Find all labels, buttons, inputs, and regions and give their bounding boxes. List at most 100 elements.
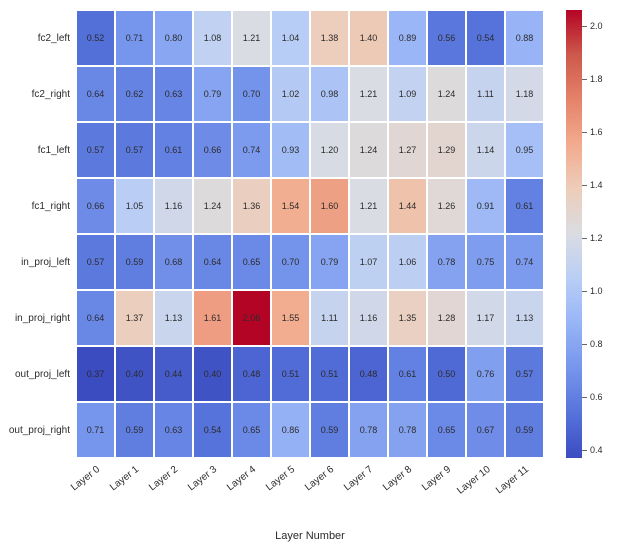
heatmap-cell: 1.44 [388,178,427,234]
heatmap-cell: 1.24 [349,122,388,178]
y-tick-label: fc2_right [0,66,76,122]
heatmap-cell: 0.65 [427,402,466,458]
heatmap-cell: 0.95 [505,122,544,178]
heatmap-cell: 0.79 [310,234,349,290]
heatmap-cell: 1.04 [271,10,310,66]
heatmap-cell: 0.61 [388,346,427,402]
heatmap-cell: 1.11 [310,290,349,346]
heatmap-cell: 0.78 [349,402,388,458]
colorbar-tick-label: 0.6 [590,392,603,402]
x-axis-labels: Layer 0Layer 1Layer 2Layer 3Layer 4Layer… [76,458,544,518]
heatmap-cell: 0.64 [76,66,115,122]
heatmap-cell: 1.07 [349,234,388,290]
x-tick-label: Layer 5 [271,458,310,518]
heatmap-cell: 0.79 [193,66,232,122]
colorbar-gradient [566,10,582,458]
heatmap-cell: 1.13 [154,290,193,346]
heatmap-cell: 0.63 [154,402,193,458]
colorbar-ticks: 0.40.60.81.01.21.41.61.82.0 [590,10,626,458]
heatmap-cell: 0.76 [466,346,505,402]
heatmap-grid: 0.520.710.801.081.211.041.381.400.890.56… [76,10,544,458]
heatmap-cell: 0.61 [505,178,544,234]
heatmap-cell: 1.14 [466,122,505,178]
colorbar-tick-label: 0.4 [590,445,603,455]
heatmap-cell: 1.16 [349,290,388,346]
x-axis-title: Layer Number [76,530,544,542]
heatmap-cell: 1.27 [388,122,427,178]
heatmap-cell: 0.66 [193,122,232,178]
x-tick-label: Layer 6 [310,458,349,518]
heatmap-cell: 0.74 [505,234,544,290]
heatmap-cell: 0.44 [154,346,193,402]
heatmap-cell: 1.28 [427,290,466,346]
x-tick-label: Layer 2 [154,458,193,518]
heatmap-cell: 1.26 [427,178,466,234]
heatmap-cell: 1.20 [310,122,349,178]
heatmap-cell: 0.78 [388,402,427,458]
y-tick-label: out_proj_right [0,402,76,458]
heatmap-cell: 0.65 [232,234,271,290]
heatmap-cell: 1.36 [232,178,271,234]
heatmap-cell: 1.61 [193,290,232,346]
y-axis-labels: fc2_leftfc2_rightfc1_leftfc1_rightin_pro… [0,10,76,458]
heatmap-cell: 0.37 [76,346,115,402]
heatmap-cell: 1.09 [388,66,427,122]
heatmap-cell: 0.48 [232,346,271,402]
heatmap-cell: 1.60 [310,178,349,234]
heatmap-cell: 0.51 [310,346,349,402]
heatmap-cell: 1.08 [193,10,232,66]
heatmap-cell: 1.02 [271,66,310,122]
heatmap-cell: 0.91 [466,178,505,234]
heatmap-cell: 1.17 [466,290,505,346]
heatmap-cell: 1.24 [427,66,466,122]
heatmap-cell: 0.93 [271,122,310,178]
heatmap-cell: 1.40 [349,10,388,66]
heatmap-cell: 1.54 [271,178,310,234]
heatmap-cell: 0.75 [466,234,505,290]
y-tick-label: fc1_left [0,122,76,178]
heatmap-cell: 0.56 [427,10,466,66]
heatmap-cell: 0.61 [154,122,193,178]
heatmap-cell: 1.21 [232,10,271,66]
y-tick-label: in_proj_left [0,234,76,290]
heatmap-cell: 0.78 [427,234,466,290]
colorbar-tick-label: 1.0 [590,286,603,296]
heatmap-cell: 0.54 [466,10,505,66]
heatmap-cell: 0.98 [310,66,349,122]
heatmap-cell: 1.35 [388,290,427,346]
heatmap-cell: 0.64 [193,234,232,290]
heatmap-cell: 0.59 [310,402,349,458]
colorbar-tick-label: 0.8 [590,339,603,349]
colorbar-tick-label: 1.6 [590,127,603,137]
heatmap-cell: 1.11 [466,66,505,122]
heatmap-cell: 0.62 [115,66,154,122]
heatmap-cell: 0.57 [76,122,115,178]
colorbar-tick-label: 1.2 [590,233,603,243]
heatmap-cell: 0.66 [76,178,115,234]
heatmap-cell: 0.52 [76,10,115,66]
x-tick-label: Layer 7 [349,458,388,518]
heatmap-cell: 0.71 [115,10,154,66]
heatmap-cell: 0.48 [349,346,388,402]
heatmap-cell: 2.06 [232,290,271,346]
x-tick-label: Layer 8 [388,458,427,518]
colorbar-tick-label: 2.0 [590,21,603,31]
heatmap-cell: 0.54 [193,402,232,458]
x-tick-label: Layer 0 [76,458,115,518]
heatmap-cell: 1.38 [310,10,349,66]
heatmap-cell: 1.55 [271,290,310,346]
heatmap-cell: 1.21 [349,66,388,122]
heatmap-cell: 0.74 [232,122,271,178]
x-tick-label: Layer 11 [505,458,544,518]
heatmap-cell: 0.50 [427,346,466,402]
heatmap-cell: 0.86 [271,402,310,458]
heatmap-cell: 0.57 [115,122,154,178]
heatmap-cell: 0.40 [193,346,232,402]
heatmap-cell: 0.57 [76,234,115,290]
heatmap-cell: 0.70 [271,234,310,290]
y-tick-label: fc2_left [0,10,76,66]
heatmap-cell: 0.59 [115,402,154,458]
y-tick-label: out_proj_left [0,346,76,402]
heatmap-cell: 1.18 [505,66,544,122]
heatmap-cell: 1.29 [427,122,466,178]
